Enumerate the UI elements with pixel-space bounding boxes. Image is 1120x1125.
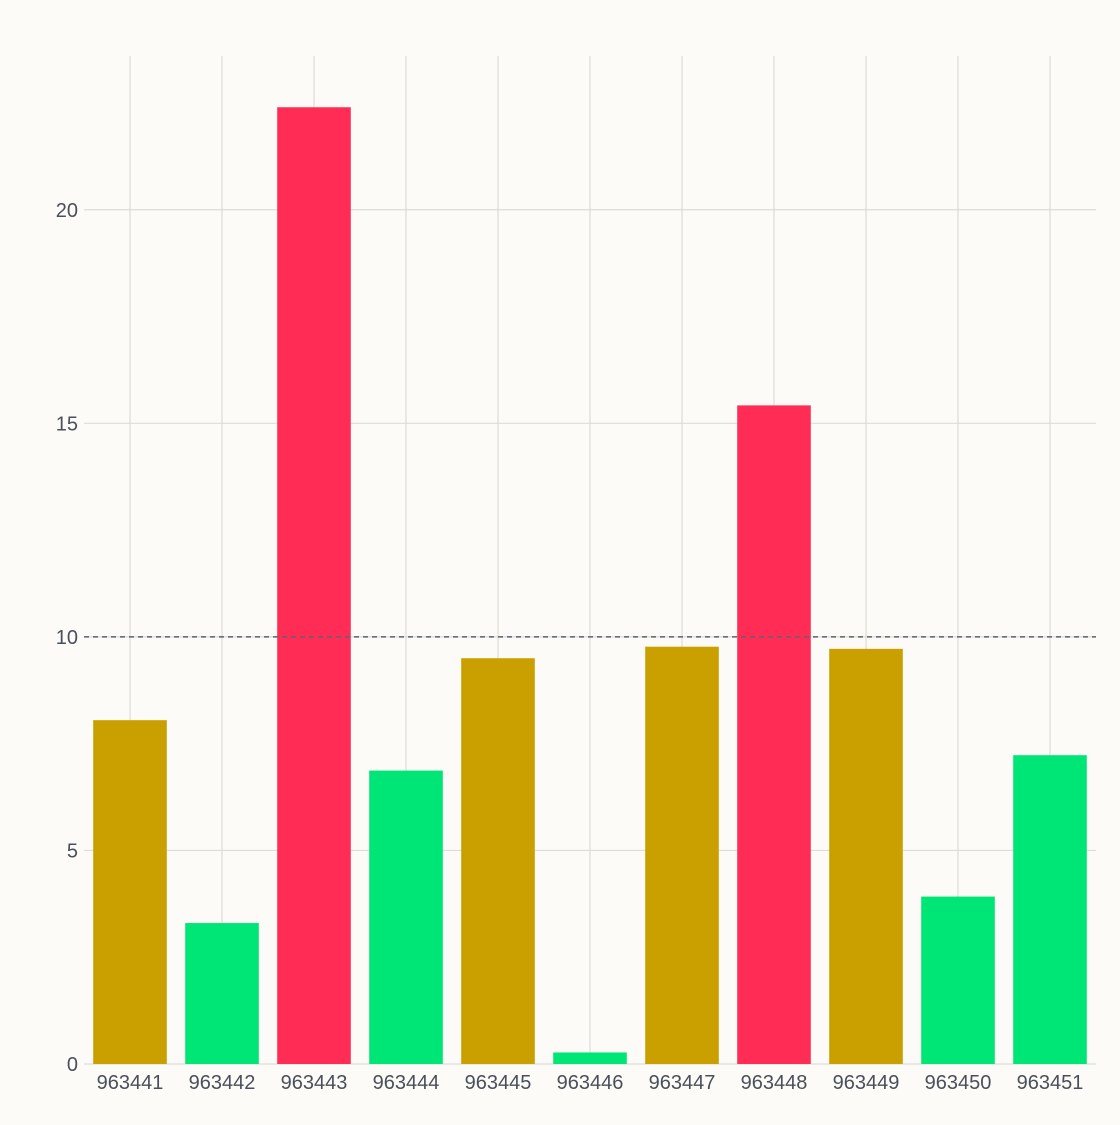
bar-963449	[829, 648, 903, 1064]
bar-963442	[185, 923, 259, 1064]
x-tick-label: 963447	[649, 1072, 716, 1094]
y-tick-label: 20	[56, 200, 78, 222]
bar-963441	[93, 720, 167, 1064]
x-tick-label: 963446	[557, 1072, 624, 1094]
bar-963444	[369, 770, 443, 1064]
bars	[93, 107, 1087, 1065]
bar-963451	[1013, 755, 1087, 1064]
bar-963447	[645, 646, 719, 1064]
bar-963443	[277, 107, 351, 1065]
bar-963448	[737, 405, 811, 1064]
x-tick-label: 963450	[925, 1072, 992, 1094]
x-axis: 963441 963442 963443 963444 963445 963446 9634…	[97, 1072, 1084, 1094]
x-tick-label: 963443	[281, 1072, 348, 1094]
x-tick-label: 963444	[373, 1072, 440, 1094]
x-tick-label: 963451	[1017, 1072, 1084, 1094]
y-tick-label: 0	[67, 1054, 78, 1076]
x-tick-label: 963449	[833, 1072, 900, 1094]
x-tick-label: 963442	[189, 1072, 256, 1094]
bar-963446	[553, 1052, 627, 1064]
y-tick-label: 10	[56, 627, 78, 649]
bar-963450	[921, 896, 995, 1064]
y-tick-label: 5	[67, 840, 78, 862]
y-axis: 0 5 10 15 20	[56, 200, 78, 1076]
x-tick-label: 963441	[97, 1072, 164, 1094]
bar-963445	[461, 658, 535, 1064]
y-tick-label: 15	[56, 413, 78, 435]
x-tick-label: 963448	[741, 1072, 808, 1094]
x-tick-label: 963445	[465, 1072, 532, 1094]
